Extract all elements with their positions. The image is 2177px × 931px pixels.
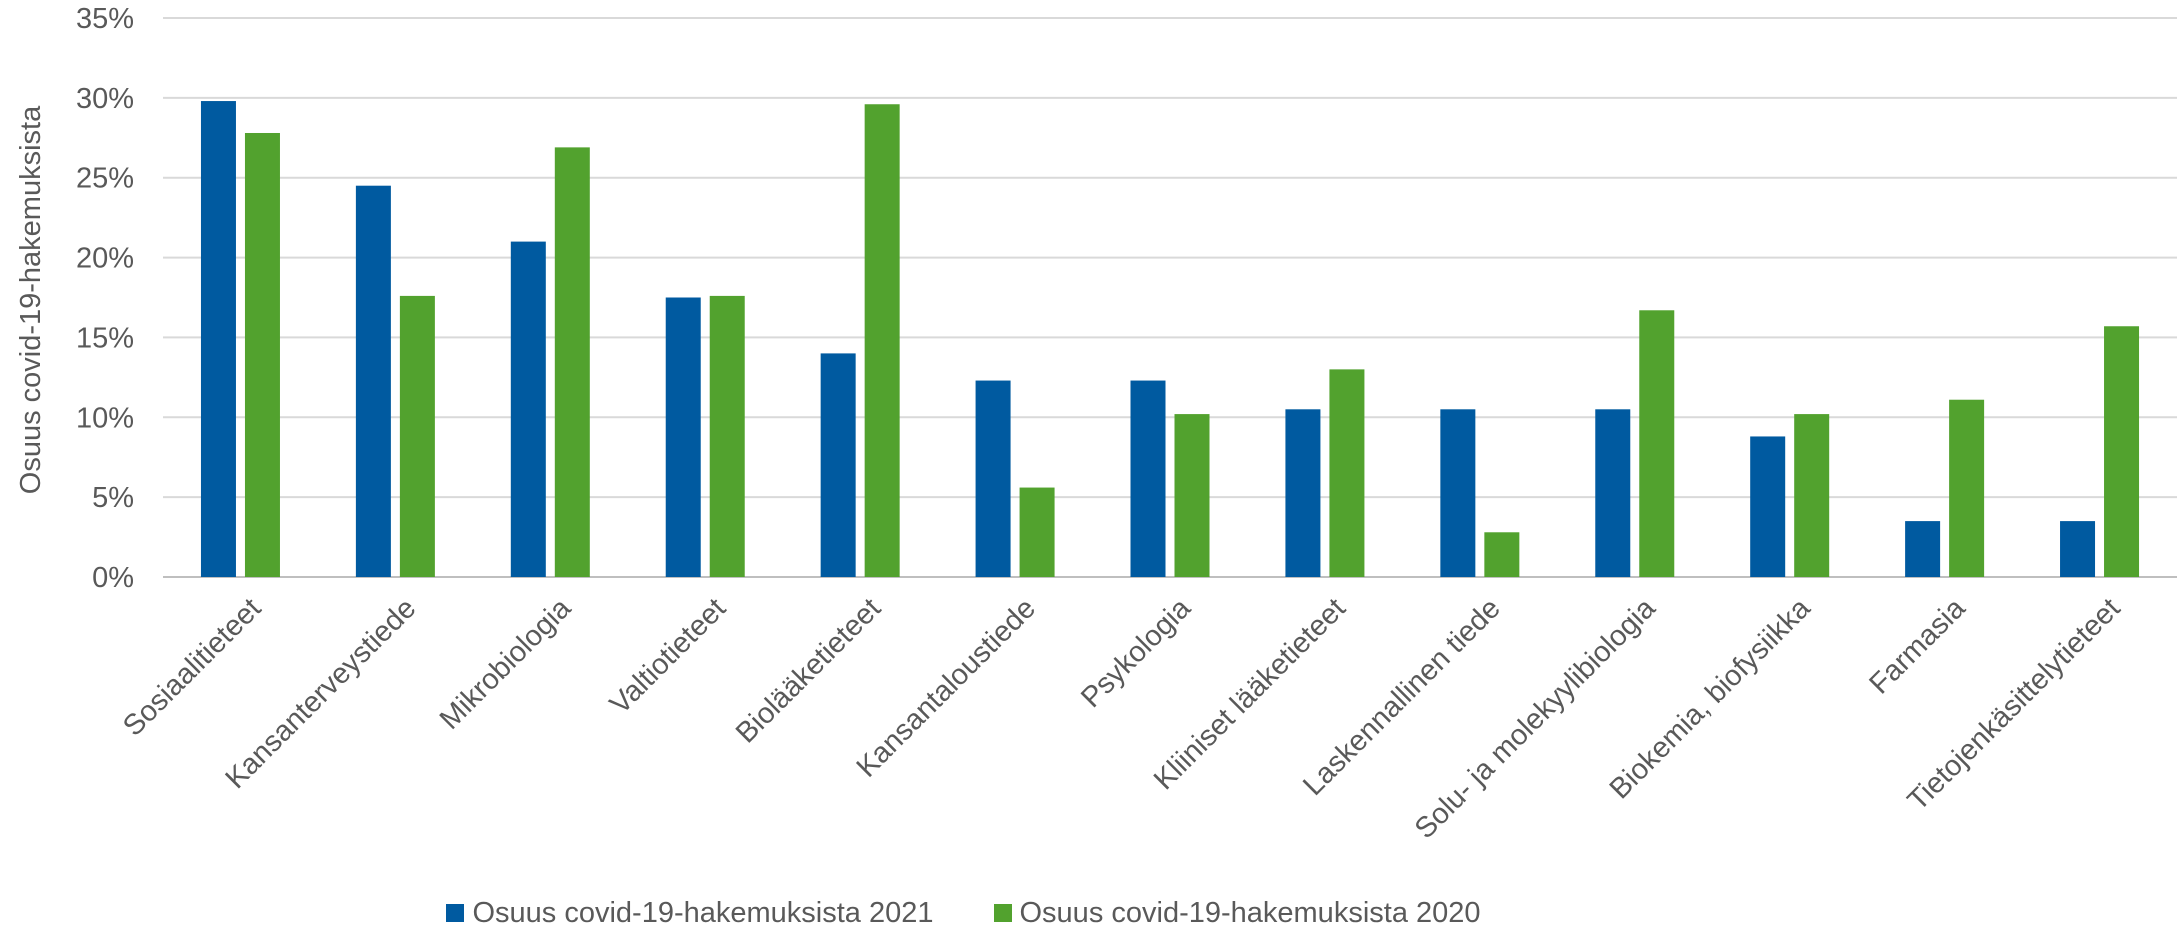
bar-2020 [1794,414,1830,577]
y-tick-label: 5% [92,482,134,514]
y-axis-ticks: 0% 5% 10% 15% 20% 25% 30% 35% [76,3,134,594]
legend-item-2021: Osuus covid-19-hakemuksista 2021 [446,896,934,930]
y-tick-label: 30% [76,83,134,115]
legend-item-2020: Osuus covid-19-hakemuksista 2020 [993,896,1481,930]
bar-2020 [1484,532,1520,577]
y-tick-label: 10% [76,402,134,434]
y-tick-label: 15% [76,322,134,354]
bar-2021 [355,185,391,577]
x-category-label: Mikrobiologia [434,592,578,736]
bar-2020 [1639,310,1675,577]
legend-label-2021: Osuus covid-19-hakemuksista 2021 [472,896,934,929]
bar-2020 [399,295,435,577]
legend-swatch-2021 [446,904,465,922]
x-category-label: Psykologia [1075,592,1197,714]
gridlines [163,17,2177,578]
bar-2020 [244,132,280,577]
bar-2021 [1750,436,1786,577]
bar-2021 [1285,409,1321,577]
bar-2021 [975,380,1011,577]
x-category-label: Farmasia [1863,592,1972,701]
bar-2021 [510,241,546,577]
legend-swatch-2020 [993,904,1012,922]
legend: Osuus covid-19-hakemuksista 2021 Osuus c… [0,895,2052,931]
y-tick-label: 35% [76,3,134,35]
bar-2020 [2104,326,2140,577]
x-category-label: Valtiotieteet [604,592,732,720]
bar-2020 [864,104,900,577]
bar-2020 [1329,369,1365,577]
bar-2021 [665,297,701,577]
bar-2021 [1130,380,1166,577]
y-tick-label: 0% [92,562,134,594]
y-tick-label: 25% [76,163,134,195]
bar-chart: 0% 5% 10% 15% 20% 25% 30% 35% Osuus covid-19-ha… [15,3,2177,845]
bar-2021 [1440,409,1476,577]
bar-2021 [1905,521,1941,577]
bar-2021 [2060,521,2096,577]
bar-2020 [1174,414,1210,577]
bar-2021 [820,353,856,577]
bar-2020 [709,295,745,577]
bar-2021 [200,101,236,578]
bar-2020 [554,147,590,577]
bars [200,101,2140,578]
y-axis-label: Osuus covid-19-hakemuksista [15,105,47,494]
bar-2020 [1949,399,1985,577]
bar-2021 [1595,409,1631,577]
legend-label-2020: Osuus covid-19-hakemuksista 2020 [1019,896,1481,929]
x-category-label: Biolääketieteet [730,592,887,749]
y-tick-label: 20% [76,243,134,275]
x-category-label: Sosiaalitieteet [117,592,267,742]
bar-2020 [1019,487,1055,577]
